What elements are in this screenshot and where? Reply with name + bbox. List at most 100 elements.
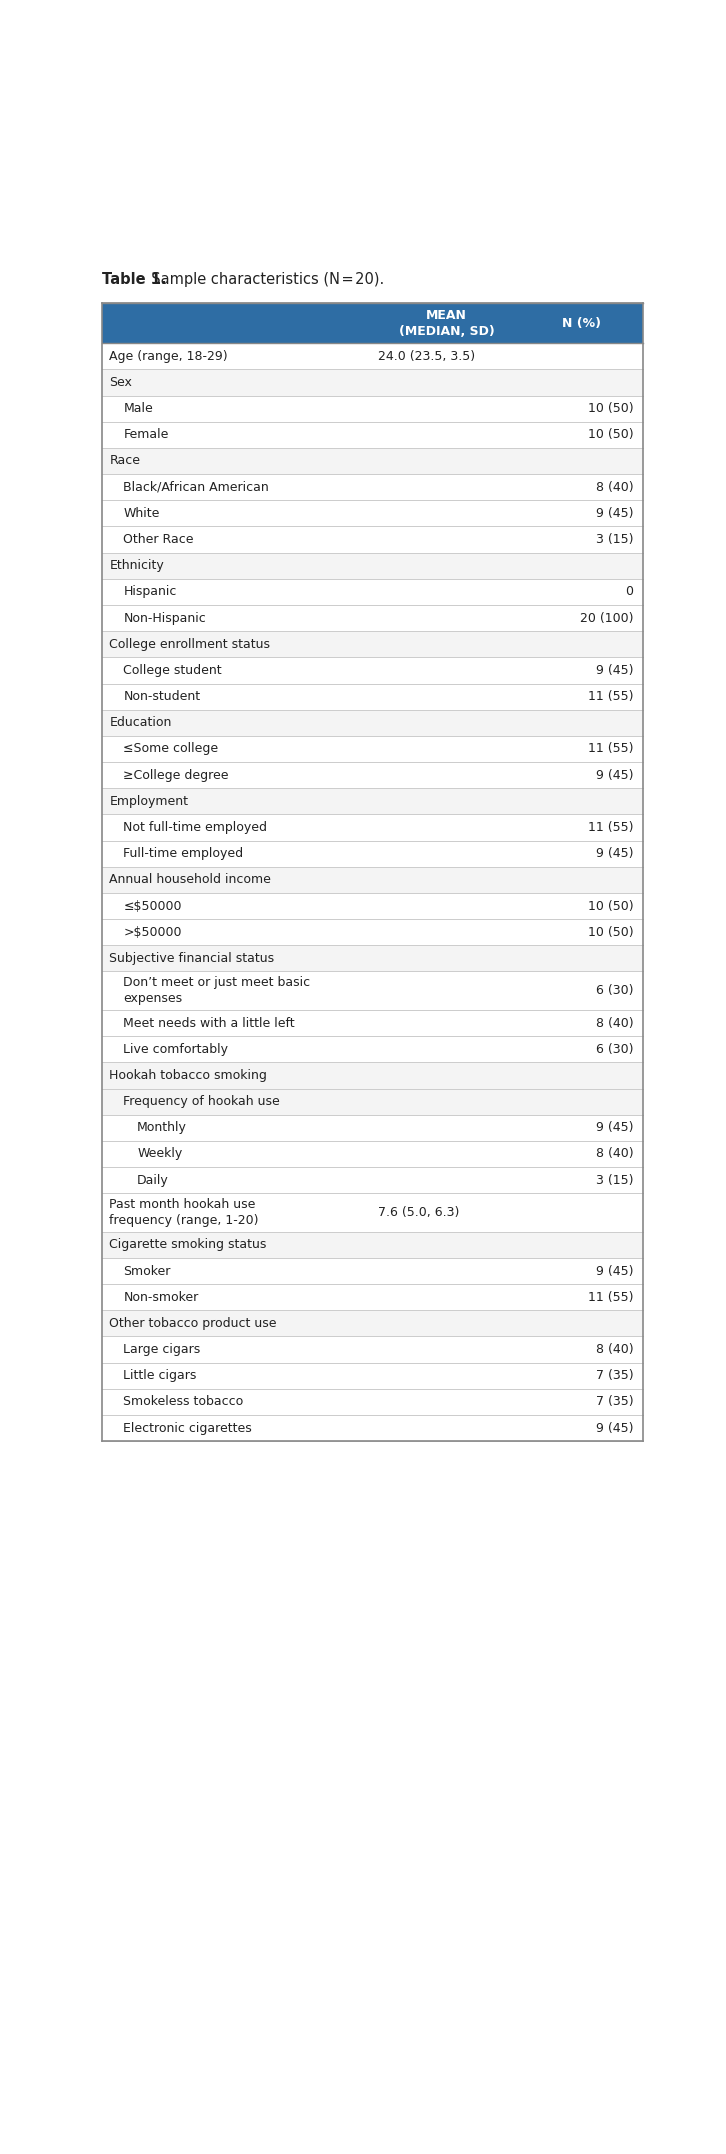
Bar [102,840,643,866]
Bar [102,342,643,368]
Bar [102,1335,643,1363]
Text: Age (range, 18-29): Age (range, 18-29) [110,349,228,362]
Bar [102,1088,643,1116]
Text: Annual household income: Annual household income [110,872,272,885]
Text: 9 (45): 9 (45) [596,769,633,782]
Text: 6 (30): 6 (30) [596,1043,633,1055]
Bar [102,1415,643,1441]
Text: 9 (45): 9 (45) [596,847,633,859]
Text: College enrollment status: College enrollment status [110,638,270,651]
Text: College student: College student [123,663,222,676]
Text: ≤Some college: ≤Some college [123,743,219,756]
Text: >$50000: >$50000 [123,926,182,939]
Text: 11 (55): 11 (55) [588,743,633,756]
Text: Race: Race [110,454,140,467]
Bar [102,448,643,474]
Text: Little cigars: Little cigars [123,1370,197,1383]
Text: Daily: Daily [137,1174,169,1187]
Text: 7 (35): 7 (35) [595,1396,633,1409]
Text: Other Race: Other Race [123,532,194,545]
Bar [102,554,643,579]
Bar [102,737,643,763]
Text: 20 (100): 20 (100) [580,612,633,625]
Bar [102,1258,643,1284]
Text: 8 (40): 8 (40) [595,1017,633,1030]
Text: 11 (55): 11 (55) [588,1290,633,1303]
Text: Non-smoker: Non-smoker [123,1290,198,1303]
Bar [102,579,643,605]
Text: Weekly: Weekly [137,1148,182,1161]
Text: 10 (50): 10 (50) [587,403,633,416]
Text: 9 (45): 9 (45) [596,1422,633,1435]
Text: 8 (40): 8 (40) [595,480,633,493]
Text: 6 (30): 6 (30) [596,984,633,997]
Bar [102,1232,643,1258]
Bar [102,1036,643,1062]
Bar [102,1193,643,1232]
Text: Ethnicity: Ethnicity [110,560,164,573]
Text: Other tobacco product use: Other tobacco product use [110,1316,277,1329]
Text: 3 (15): 3 (15) [596,1174,633,1187]
Text: 7 (35): 7 (35) [595,1370,633,1383]
Text: Full-time employed: Full-time employed [123,847,243,859]
Bar [102,631,643,657]
Text: 3 (15): 3 (15) [596,532,633,545]
Text: N (%): N (%) [562,317,601,330]
Text: 8 (40): 8 (40) [595,1344,633,1357]
Text: 11 (55): 11 (55) [588,689,633,702]
Text: MEAN
(MEDIAN, SD): MEAN (MEDIAN, SD) [399,308,494,338]
Text: ≥College degree: ≥College degree [123,769,229,782]
Text: Electronic cigarettes: Electronic cigarettes [123,1422,252,1435]
Text: 9 (45): 9 (45) [596,663,633,676]
Bar [102,709,643,737]
Text: Sample characteristics (N = 20).: Sample characteristics (N = 20). [142,271,384,286]
Bar [102,396,643,422]
Bar [102,788,643,814]
Bar [102,422,643,448]
Text: White: White [123,506,160,519]
Bar [102,920,643,946]
Text: 9 (45): 9 (45) [596,506,633,519]
Bar [102,683,643,709]
Text: Hookah tobacco smoking: Hookah tobacco smoking [110,1068,267,1081]
Bar [102,657,643,683]
Text: Male: Male [123,403,153,416]
Text: Meet needs with a little left: Meet needs with a little left [123,1017,295,1030]
Bar [102,1167,643,1193]
Bar [102,1389,643,1415]
Text: Not full-time employed: Not full-time employed [123,821,267,834]
Text: 9 (45): 9 (45) [596,1264,633,1277]
Text: 9 (45): 9 (45) [596,1122,633,1135]
Bar [102,1284,643,1310]
Text: 10 (50): 10 (50) [587,900,633,913]
Text: 10 (50): 10 (50) [587,926,633,939]
Bar [102,1363,643,1389]
Bar [102,814,643,840]
Text: Table 1.: Table 1. [102,271,166,286]
Bar [102,368,643,396]
Bar [102,1116,643,1142]
Text: Sex: Sex [110,377,132,390]
Text: Hispanic: Hispanic [123,586,176,599]
Bar [102,1310,643,1335]
Bar [102,304,643,342]
Text: 10 (50): 10 (50) [587,429,633,442]
Bar [102,1142,643,1167]
Text: Subjective financial status: Subjective financial status [110,952,274,965]
Text: 7.6 (5.0, 6.3): 7.6 (5.0, 6.3) [378,1206,460,1219]
Bar [102,894,643,920]
Bar [102,971,643,1010]
Bar [102,866,643,894]
Text: Cigarette smoking status: Cigarette smoking status [110,1239,266,1251]
Bar [102,946,643,971]
Text: Education: Education [110,717,172,730]
Bar [102,1062,643,1088]
Text: Frequency of hookah use: Frequency of hookah use [123,1094,280,1107]
Text: Non-Hispanic: Non-Hispanic [123,612,206,625]
Text: Past month hookah use
frequency (range, 1-20): Past month hookah use frequency (range, … [110,1198,259,1228]
Text: Female: Female [123,429,168,442]
Text: Employment: Employment [110,795,188,808]
Text: Smoker: Smoker [123,1264,171,1277]
Text: Large cigars: Large cigars [123,1344,200,1357]
Text: 8 (40): 8 (40) [595,1148,633,1161]
